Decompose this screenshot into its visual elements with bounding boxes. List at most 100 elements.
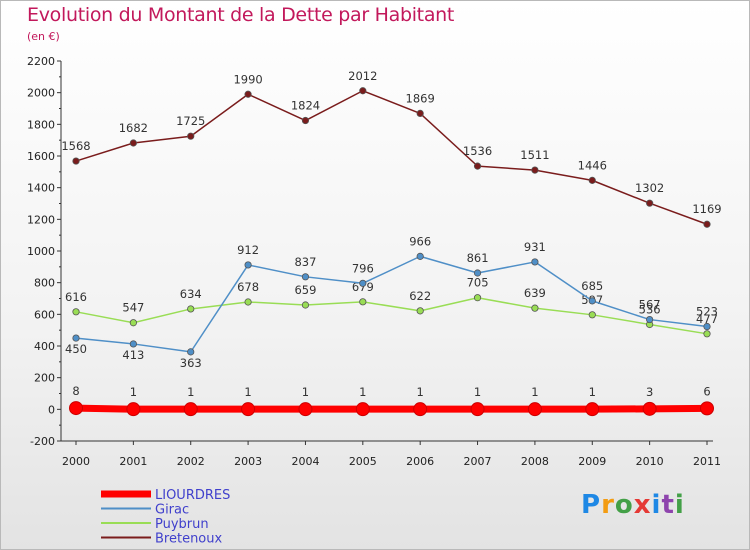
data-label-girac: 363 [180, 356, 202, 370]
series-liourdres: 8 1 1 1 1 1 1 1 1 1 3 6 [69, 384, 714, 417]
data-point-bretenoux [416, 109, 424, 118]
data-label-bretenoux: 1536 [463, 144, 492, 158]
y-tick-label: 200 [34, 372, 55, 385]
logo-letter: o [614, 490, 634, 520]
x-tick-label: 2004 [291, 455, 319, 468]
data-label-bretenoux: 1725 [176, 114, 205, 128]
data-label-liourdres: 1 [244, 385, 251, 399]
series-girac: 450 413 363 912 837 796 966 861 931 685 567 523 [65, 234, 718, 369]
data-point-puybrun [244, 298, 252, 306]
data-label-girac: 966 [409, 234, 431, 248]
data-point-puybrun [703, 330, 711, 338]
data-point-bretenoux [703, 220, 711, 228]
data-label-girac: 450 [65, 342, 87, 356]
x-tick-label: 2010 [636, 455, 664, 468]
data-point-bretenoux [646, 199, 654, 207]
data-point-liourdres [700, 401, 714, 416]
x-tick-label: 2006 [406, 455, 434, 468]
data-label-girac: 413 [122, 348, 144, 362]
data-point-girac [129, 340, 137, 348]
data-point-girac [359, 279, 367, 287]
data-label-puybrun: 659 [294, 283, 316, 297]
y-tick-label: 1400 [27, 182, 55, 195]
data-label-girac: 685 [581, 279, 603, 293]
data-label-bretenoux: 1169 [692, 202, 721, 216]
data-point-puybrun [359, 298, 367, 306]
data-point-bretenoux [187, 132, 195, 140]
data-point-liourdres [527, 402, 542, 417]
y-tick-label: 1000 [27, 245, 55, 258]
y-tick-label: 400 [34, 340, 55, 353]
data-label-puybrun: 639 [524, 286, 546, 300]
data-label-girac: 931 [524, 240, 546, 254]
data-label-puybrun: 705 [467, 276, 489, 290]
x-tick-label: 2002 [177, 455, 205, 468]
data-label-liourdres: 1 [130, 385, 137, 399]
x-tick-label: 2011 [693, 455, 721, 468]
data-point-puybrun [473, 294, 482, 302]
data-label-bretenoux: 1824 [291, 99, 320, 113]
series-line-girac [75, 255, 708, 353]
x-tick-label: 2000 [62, 455, 90, 468]
data-point-puybrun [72, 308, 80, 316]
x-tick-label: 2009 [578, 455, 606, 468]
data-label-liourdres: 1 [474, 385, 481, 399]
data-label-bretenoux: 1990 [233, 72, 262, 86]
data-point-girac [72, 334, 80, 342]
data-point-puybrun [129, 319, 137, 327]
logo-letter: t [661, 490, 675, 520]
y-tick-label: -200 [30, 435, 55, 448]
data-point-bretenoux [301, 116, 310, 125]
x-tick-label: 2008 [521, 455, 549, 468]
data-point-liourdres [470, 402, 485, 417]
y-tick-label: 1800 [27, 118, 55, 131]
data-label-bretenoux: 1446 [578, 158, 607, 172]
data-point-liourdres [183, 402, 198, 417]
series-line-puybrun [75, 296, 708, 335]
y-tick-label: 1200 [27, 213, 55, 226]
legend-label-bretenoux: Bretenoux [155, 532, 223, 547]
data-point-liourdres [69, 401, 83, 416]
data-point-bretenoux [72, 157, 80, 165]
series-line-bretenoux [75, 90, 708, 225]
data-point-puybrun [588, 311, 596, 319]
data-label-girac: 912 [237, 243, 259, 257]
y-tick-label: 1600 [27, 150, 55, 163]
data-point-girac [301, 273, 310, 281]
data-label-liourdres: 8 [72, 384, 79, 398]
data-point-puybrun [416, 307, 424, 315]
data-label-girac: 523 [696, 305, 718, 319]
data-point-girac [703, 322, 711, 331]
data-point-liourdres [413, 402, 428, 417]
logo-letter: i [651, 490, 662, 520]
data-point-girac [588, 297, 596, 305]
data-label-liourdres: 6 [703, 384, 710, 398]
data-point-puybrun [187, 305, 195, 313]
x-tick-label: 2005 [349, 455, 377, 468]
data-point-liourdres [585, 402, 600, 417]
data-point-girac [244, 261, 252, 269]
data-point-bretenoux [531, 166, 539, 174]
data-label-liourdres: 1 [187, 385, 194, 399]
data-label-puybrun: 547 [122, 301, 144, 315]
data-label-puybrun: 678 [237, 280, 259, 294]
data-label-puybrun: 634 [180, 287, 202, 301]
y-tick-label: 2000 [27, 87, 55, 100]
data-point-bretenoux [359, 87, 367, 95]
legend-label-puybrun: Puybrun [155, 517, 209, 532]
data-point-liourdres [355, 402, 370, 417]
data-label-bretenoux: 1302 [635, 181, 664, 195]
legend-label-liourdres: LIOURDRES [155, 488, 230, 503]
logo-letter: x [633, 490, 652, 520]
x-tick-label: 2007 [464, 455, 492, 468]
data-label-bretenoux: 2012 [348, 69, 377, 83]
data-label-puybrun: 616 [65, 290, 87, 304]
data-label-girac: 567 [639, 298, 661, 312]
series-puybrun: 616547634678659679622705639597536477 [65, 276, 718, 338]
chart-subtitle: (en €) [27, 30, 60, 43]
logo-letter: i [674, 490, 685, 520]
data-label-girac: 837 [294, 255, 316, 269]
data-label-puybrun: 477 [696, 312, 718, 326]
